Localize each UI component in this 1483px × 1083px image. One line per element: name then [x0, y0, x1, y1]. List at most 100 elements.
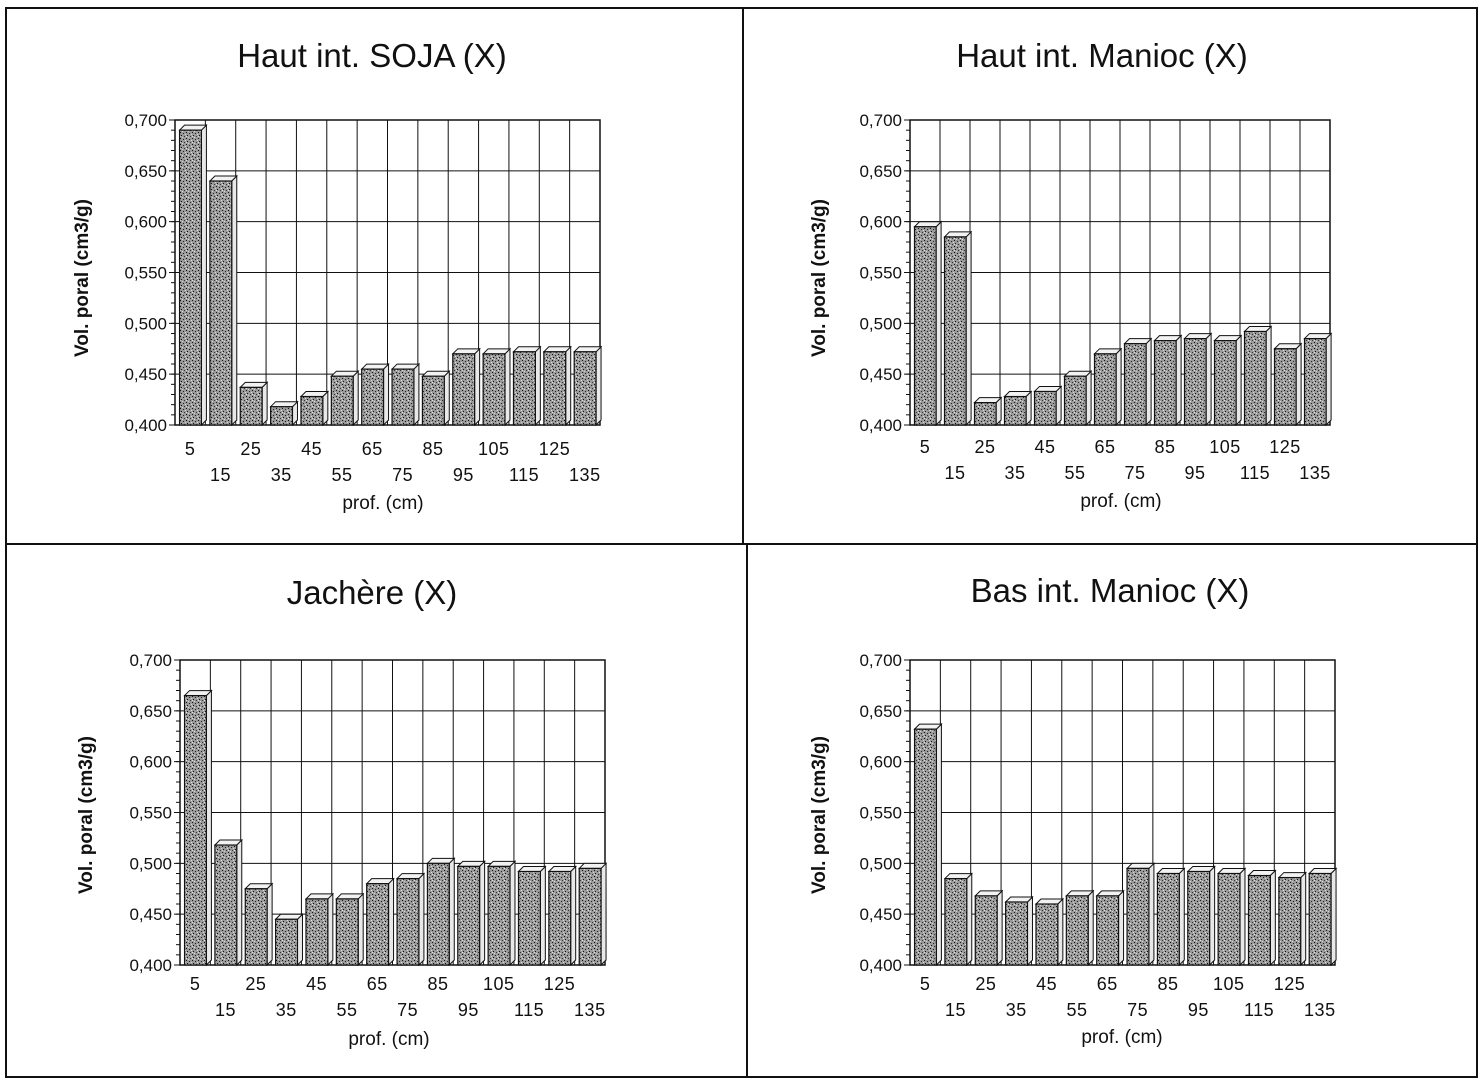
bar-side: [443, 369, 450, 427]
bar-front: [178, 129, 203, 426]
bar-side: [509, 860, 516, 967]
bar-top: [1307, 868, 1338, 874]
bar-side: [504, 347, 511, 427]
chart-title: Bas int. Manioc (X): [971, 572, 1250, 609]
bar-top: [1063, 370, 1093, 377]
y-tick-label: 0,400: [859, 416, 902, 435]
bar-45: [299, 390, 330, 427]
x-tick-label: 105: [483, 974, 515, 994]
bar-side: [1175, 334, 1182, 427]
bar-55: [1065, 889, 1095, 967]
bar-top: [577, 862, 608, 869]
x-tick-label: 45: [306, 974, 327, 994]
bar-45: [304, 892, 335, 967]
x-tick-label: 95: [1188, 1000, 1209, 1020]
bar-front: [305, 898, 329, 966]
bar-front: [1156, 872, 1180, 966]
bar-front: [366, 883, 390, 966]
bar-15: [213, 838, 243, 967]
y-tick-label: 0,650: [129, 702, 172, 721]
x-tick-label: 65: [1097, 974, 1118, 994]
bar-top: [1156, 868, 1186, 874]
bar-front: [214, 844, 238, 966]
x-axis-label: prof. (cm): [1080, 491, 1161, 512]
bar-top: [1034, 898, 1065, 905]
bar-75: [395, 872, 426, 967]
y-tick-label: 0,550: [859, 264, 902, 283]
bar-side: [1330, 867, 1337, 967]
bar-side: [1087, 889, 1094, 967]
bar-25: [244, 882, 274, 967]
bar-top: [547, 865, 577, 872]
bar-side: [1085, 369, 1092, 427]
bar-front: [512, 351, 536, 426]
bar-side: [1325, 332, 1332, 427]
bar-front: [270, 406, 294, 426]
bar-front: [426, 862, 450, 966]
y-tick-label: 0,650: [859, 702, 902, 721]
x-tick-label: 115: [1240, 463, 1270, 483]
x-tick-label: 25: [240, 439, 261, 459]
x-tick-label: 35: [1004, 463, 1025, 483]
bar-top: [481, 348, 512, 355]
x-tick-label: 95: [453, 465, 474, 485]
chart-panel-4: Bas int. Manioc (X) 0,400 0,450 0,500 0,550 0…: [809, 572, 1338, 1048]
bar-front: [1035, 903, 1059, 966]
y-tick-label: 0,700: [129, 651, 172, 670]
bar-top: [572, 346, 603, 353]
bar-55: [330, 369, 360, 427]
bar-25: [239, 381, 269, 427]
panel-frame-4: [746, 543, 1478, 1078]
bar-front: [1096, 895, 1120, 966]
bar-top: [1003, 391, 1033, 398]
bar-top: [913, 723, 943, 730]
bar-125: [1273, 342, 1303, 427]
bar-front: [1126, 867, 1150, 966]
bar-side: [1055, 385, 1062, 427]
bar-front: [391, 368, 415, 426]
panel-frame-3: [5, 543, 748, 1078]
bar-front: [482, 353, 506, 426]
bar-front: [1273, 348, 1297, 426]
bar-front: [1033, 390, 1057, 426]
bar-135: [577, 862, 608, 967]
bar-125: [542, 345, 572, 427]
bar-85: [1156, 867, 1186, 967]
bar-side: [570, 865, 577, 967]
x-tick-label: 45: [1034, 437, 1055, 457]
bar-side: [388, 877, 395, 967]
bar-front: [944, 877, 968, 966]
bar-front: [943, 236, 967, 426]
bar-front: [913, 728, 938, 966]
bar-front: [973, 402, 997, 426]
bar-front: [543, 351, 567, 426]
bar-65: [360, 362, 390, 427]
bar-top: [973, 397, 1003, 404]
bar-side: [1178, 867, 1185, 967]
y-tick-label: 0,700: [124, 111, 167, 130]
bar-top: [974, 890, 1004, 897]
bar-top: [330, 370, 360, 377]
bar-front: [300, 395, 324, 426]
x-tick-label: 85: [423, 439, 444, 459]
bar-side: [539, 865, 546, 967]
bar-55: [335, 892, 365, 967]
bar-side: [261, 381, 268, 427]
bar-side: [448, 857, 455, 967]
y-tick-label: 0,400: [129, 956, 172, 975]
y-tick-label: 0,650: [859, 162, 902, 181]
y-axis-label: Vol. poral (cm3/g): [809, 736, 830, 894]
bar-side: [474, 347, 481, 427]
x-tick-label: 135: [1299, 463, 1331, 483]
x-tick-label: 25: [974, 437, 995, 457]
bar-65: [365, 877, 395, 967]
bar-135: [1303, 332, 1333, 427]
bar-front: [452, 353, 476, 426]
bar-top: [542, 346, 572, 353]
x-tick-label: 5: [185, 439, 196, 459]
bar-125: [1277, 871, 1307, 967]
bar-side: [965, 230, 972, 427]
bar-65: [1095, 889, 1125, 967]
bar-side: [935, 722, 942, 967]
bar-top: [1303, 333, 1333, 340]
